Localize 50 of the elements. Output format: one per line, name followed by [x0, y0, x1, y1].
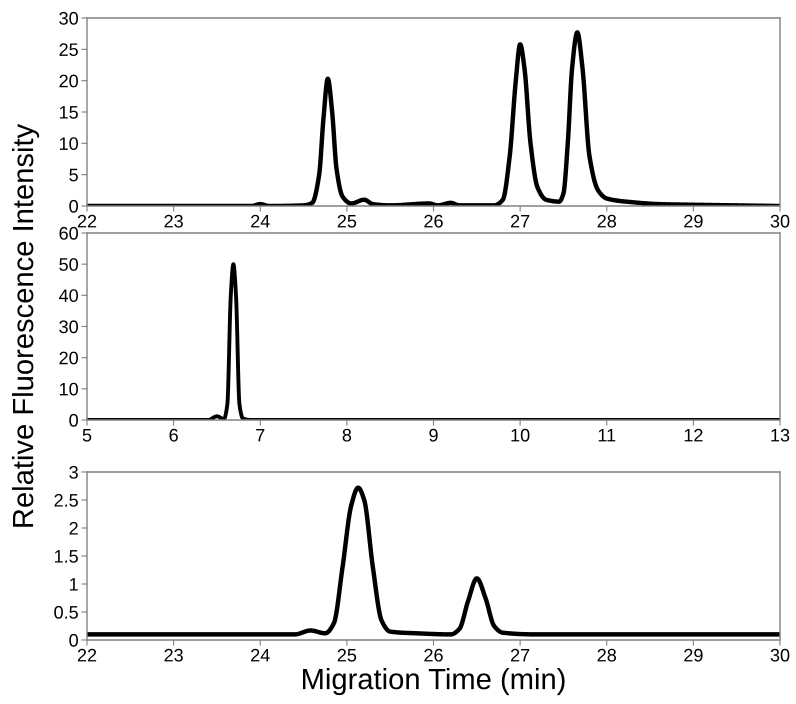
- y-tick-label: 2.5: [54, 494, 78, 507]
- y-tick-label: 40: [59, 289, 78, 302]
- y-tick-label: 2: [70, 522, 78, 535]
- x-axis-title: Migration Time (min): [303, 668, 565, 696]
- x-tick-label: 26: [424, 214, 443, 228]
- x-tick-label: 10: [511, 428, 530, 442]
- x-tick-label: 7: [256, 428, 264, 442]
- y-tick-label: 0: [69, 414, 78, 427]
- x-tick-label: 12: [684, 428, 703, 442]
- x-tick-label: 24: [251, 648, 270, 662]
- x-tick-label: 29: [684, 648, 703, 662]
- y-tick-label: 0: [69, 634, 78, 647]
- y-tick-label: 50: [59, 258, 78, 271]
- y-tick-label: 0.5: [54, 606, 78, 619]
- y-tick-label: 30: [59, 320, 78, 334]
- x-tick-label: 23: [164, 214, 183, 228]
- y-axis-title: Relative Fluorescence Intensity: [12, 124, 40, 527]
- y-tick-label: 30: [59, 12, 78, 25]
- x-tick-label: 13: [771, 428, 790, 442]
- y-tick-label: 10: [60, 137, 78, 150]
- x-tick-label: 30: [770, 214, 790, 228]
- y-tick-label: 1: [70, 578, 78, 591]
- x-tick-label: 28: [598, 214, 616, 228]
- x-tick-label: 6: [170, 428, 178, 442]
- x-tick-label: 24: [251, 214, 270, 228]
- x-tick-label: 23: [164, 648, 183, 662]
- y-tick-label: 0: [69, 200, 78, 213]
- y-tick-label: 5: [69, 168, 78, 182]
- x-tick-label: 11: [598, 428, 616, 442]
- y-tick-label: 15: [60, 106, 78, 119]
- x-tick-label: 30: [770, 648, 790, 662]
- x-tick-label: 29: [684, 214, 703, 228]
- x-tick-label: 28: [598, 648, 616, 662]
- y-tick-label: 20: [59, 352, 78, 364]
- x-tick-label: 25: [338, 648, 356, 662]
- x-tick-label: 9: [429, 428, 438, 442]
- y-tick-label: 20: [59, 74, 78, 88]
- x-tick-label: 26: [424, 648, 443, 662]
- x-tick-label: 25: [338, 214, 356, 228]
- x-tick-label: 27: [510, 648, 530, 662]
- y-tick-label: 10: [60, 382, 78, 396]
- x-tick-label: 27: [510, 214, 530, 228]
- x-tick-label: 22: [78, 214, 96, 228]
- y-tick-label: 60: [60, 226, 78, 240]
- y-tick-label: 3: [69, 466, 78, 479]
- x-tick-label: 8: [342, 428, 352, 442]
- y-tick-label: 25: [59, 43, 78, 56]
- x-tick-label: 5: [82, 428, 92, 442]
- x-tick-label: 22: [78, 648, 96, 662]
- y-tick-label: 1.5: [54, 550, 78, 563]
